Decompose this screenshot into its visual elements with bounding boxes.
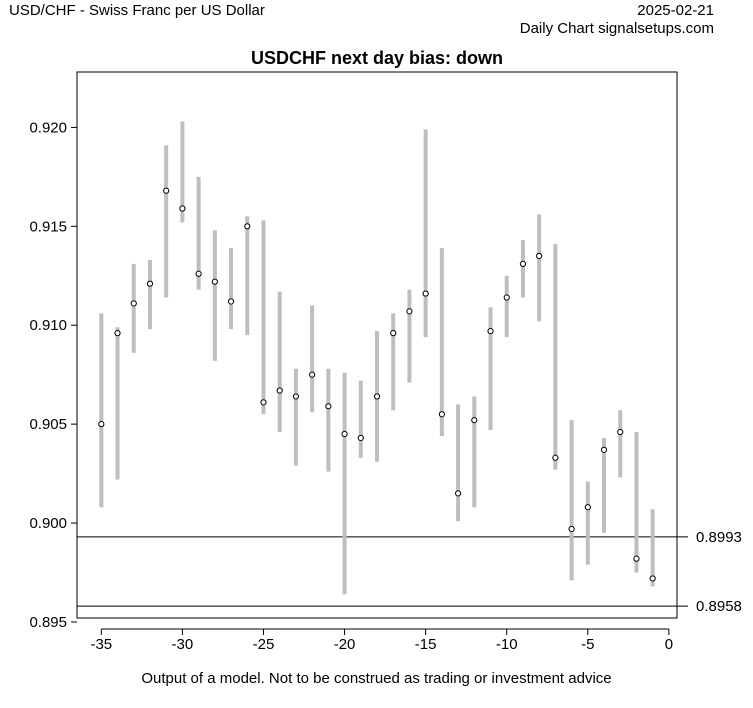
chart-header-source: Daily Chart signalsetups.com xyxy=(519,20,714,37)
close-point xyxy=(163,187,170,194)
range-bars xyxy=(99,121,655,595)
x-tick-label: -10 xyxy=(496,636,518,653)
close-point xyxy=(292,393,300,400)
close-point xyxy=(211,278,218,285)
x-tick-label: -30 xyxy=(172,636,194,653)
y-axis: 0.895 0.900 0.905 0.910 0.915 0.920 xyxy=(29,119,77,631)
y-tick-label: 0.915 xyxy=(29,218,67,235)
close-point xyxy=(454,490,462,497)
close-point xyxy=(227,298,235,305)
chart-header-instrument: USD/CHF - Swiss Franc per US Dollar xyxy=(9,2,265,19)
y-tick-label: 0.920 xyxy=(29,119,67,136)
close-point xyxy=(519,260,527,267)
close-point xyxy=(471,417,478,424)
close-point xyxy=(325,403,332,410)
y-tick-label: 0.910 xyxy=(29,317,67,334)
close-point xyxy=(130,300,137,307)
close-point xyxy=(552,454,559,461)
chart-header-date: 2025-02-21 xyxy=(637,2,714,19)
close-point xyxy=(568,525,575,533)
plot-frame xyxy=(76,71,678,619)
close-point xyxy=(195,270,202,277)
close-point xyxy=(341,430,348,438)
close-point xyxy=(584,504,591,511)
close-point xyxy=(617,428,624,436)
close-points xyxy=(98,187,656,582)
level-lines xyxy=(77,536,688,607)
close-point xyxy=(406,308,413,315)
close-point xyxy=(503,294,510,301)
level-labels: 0.8993 0.8958 xyxy=(696,529,742,615)
close-point xyxy=(390,330,397,337)
disclaimer-footer: Output of a model. Not to be construed a… xyxy=(141,670,612,687)
x-tick-label: 0 xyxy=(665,636,673,653)
close-point xyxy=(422,290,429,297)
close-point xyxy=(357,434,364,442)
close-point xyxy=(114,330,121,337)
close-point xyxy=(649,575,656,582)
close-point xyxy=(309,371,316,378)
close-point xyxy=(244,223,251,230)
close-point xyxy=(373,393,381,400)
close-point xyxy=(260,399,267,406)
close-point xyxy=(98,421,105,428)
close-point xyxy=(600,446,608,453)
close-point xyxy=(536,252,543,260)
x-tick-label: -20 xyxy=(334,636,356,653)
level-label: 0.8958 xyxy=(696,598,742,615)
y-tick-label: 0.895 xyxy=(29,614,67,631)
chart-title: USDCHF next day bias: down xyxy=(250,48,504,68)
close-point xyxy=(633,555,640,562)
x-tick-label: -5 xyxy=(581,636,594,653)
y-tick-label: 0.900 xyxy=(29,515,67,532)
y-tick-label: 0.905 xyxy=(29,416,67,433)
close-point xyxy=(146,280,154,287)
x-tick-label: -15 xyxy=(415,636,437,653)
close-point xyxy=(487,328,494,335)
level-label: 0.8993 xyxy=(696,529,742,546)
x-axis: -35 -30 -25 -20 -15 -10 -5 0 xyxy=(90,628,673,653)
close-point xyxy=(179,205,186,212)
x-tick-label: -35 xyxy=(90,636,112,653)
x-tick-label: -25 xyxy=(253,636,275,653)
close-point xyxy=(438,411,445,418)
close-point xyxy=(276,387,283,394)
